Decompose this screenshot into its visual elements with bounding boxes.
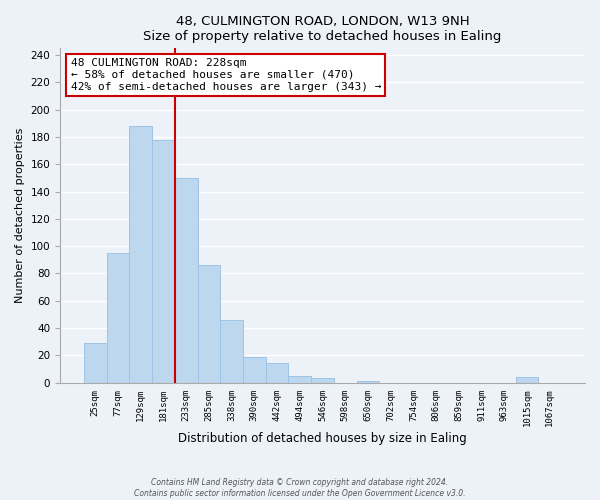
Bar (356, 381, 379, 382)
Bar (175, 178, 197, 382)
Bar (220, 320, 243, 382)
Text: Contains HM Land Registry data © Crown copyright and database right 2024.
Contai: Contains HM Land Registry data © Crown c… (134, 478, 466, 498)
Bar (84, 343, 107, 382)
Bar (289, 376, 311, 382)
Bar (515, 377, 538, 382)
Bar (130, 126, 152, 382)
Bar (311, 378, 334, 382)
Bar (152, 140, 175, 382)
X-axis label: Distribution of detached houses by size in Ealing: Distribution of detached houses by size … (178, 432, 467, 445)
Bar (107, 253, 130, 382)
Bar (197, 265, 220, 382)
Bar (266, 364, 289, 382)
Title: 48, CULMINGTON ROAD, LONDON, W13 9NH
Size of property relative to detached house: 48, CULMINGTON ROAD, LONDON, W13 9NH Siz… (143, 15, 502, 43)
Text: 48 CULMINGTON ROAD: 228sqm
← 58% of detached houses are smaller (470)
42% of sem: 48 CULMINGTON ROAD: 228sqm ← 58% of deta… (71, 58, 381, 92)
Y-axis label: Number of detached properties: Number of detached properties (15, 128, 25, 303)
Bar (243, 356, 266, 382)
